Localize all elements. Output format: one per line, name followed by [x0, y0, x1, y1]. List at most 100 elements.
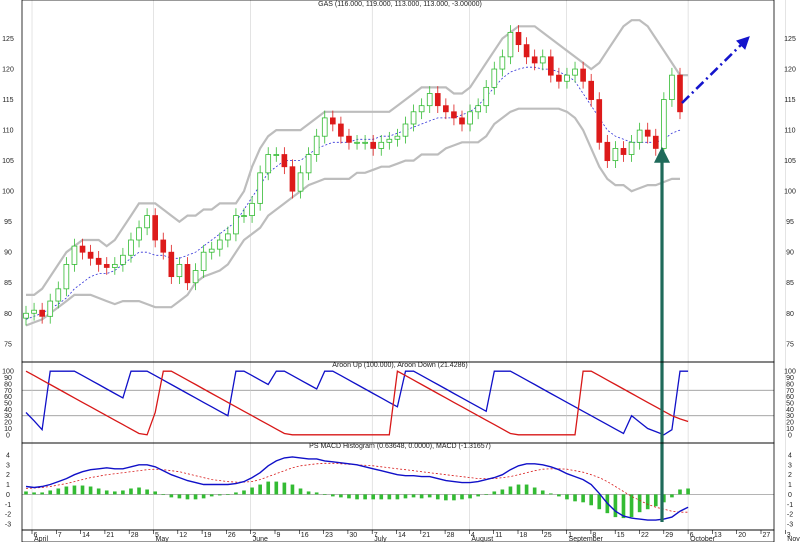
- candle-body: [305, 154, 312, 174]
- macd-histogram-bar: [266, 481, 271, 495]
- candle-body: [491, 68, 498, 88]
- macd-tick-left: 2: [6, 472, 10, 479]
- candle-body: [677, 74, 683, 113]
- macd-histogram-bar: [153, 491, 158, 495]
- day-label: 18: [520, 532, 528, 539]
- price-tick-left: 115: [2, 97, 13, 104]
- macd-histogram-bar: [298, 488, 303, 495]
- macd-tick-right: 2: [788, 472, 792, 479]
- macd-tick-left: 3: [6, 462, 10, 469]
- month-label: April: [34, 536, 48, 542]
- day-label: 14: [398, 532, 406, 539]
- aroon-tick-left: 40: [4, 407, 12, 414]
- candle-body: [160, 239, 167, 253]
- day-label: 27: [763, 532, 771, 539]
- macd-histogram-bar: [629, 494, 634, 518]
- macd-histogram-bar: [96, 488, 101, 495]
- aroon-tick-right: 80: [786, 381, 794, 388]
- candle-body: [572, 68, 578, 76]
- macd-histogram-bar: [274, 481, 279, 495]
- aroon-tick-left: 60: [4, 394, 12, 401]
- month-label: October: [690, 536, 716, 542]
- macd-histogram-bar: [419, 494, 424, 499]
- day-label: 1: [568, 532, 572, 539]
- candle-body: [459, 117, 465, 125]
- macd-histogram-bar: [476, 494, 480, 497]
- candle-body: [483, 86, 490, 107]
- candle-body: [644, 129, 651, 137]
- aroon-tick-right: 10: [786, 426, 794, 433]
- bollinger-lower-band: [25, 107, 680, 327]
- macd-histogram-bar: [516, 484, 521, 495]
- macd-tick-left: -1: [5, 502, 11, 509]
- macd-histogram-bar: [548, 493, 553, 495]
- price-tick-right: 120: [784, 67, 796, 74]
- day-label: 26: [228, 532, 236, 539]
- aroon-tick-left: 90: [4, 375, 12, 382]
- macd-histogram-bar: [64, 486, 69, 495]
- day-label: 13: [714, 532, 722, 539]
- macd-histogram-bar: [540, 490, 545, 495]
- macd-histogram-bar: [161, 494, 166, 496]
- candle-body: [152, 215, 159, 241]
- aroon-tick-right: 50: [786, 401, 794, 408]
- macd-histogram-bar: [250, 487, 254, 495]
- macd-panel-title: PS MACD Histogram (0.63648, 0.0000), MAC…: [309, 443, 491, 450]
- aroon-panel: [25, 370, 689, 436]
- macd-histogram-bar: [193, 494, 198, 500]
- macd-histogram-bar: [48, 490, 53, 495]
- candle-body: [661, 99, 667, 149]
- macd-tick-right: 0: [788, 492, 792, 499]
- day-label: 3: [787, 532, 791, 539]
- macd-histogram-bar: [355, 494, 359, 500]
- price-tick-right: 105: [784, 158, 796, 165]
- candle-body: [39, 309, 45, 317]
- candle-body: [531, 56, 538, 64]
- day-label: 5: [155, 532, 159, 539]
- candle-body: [499, 56, 506, 70]
- candle-body: [168, 251, 175, 278]
- macd-histogram-bar: [177, 494, 182, 499]
- macd-histogram-bar: [379, 494, 384, 500]
- macd-tick-right: -3: [787, 522, 793, 529]
- macd-histogram-bar: [468, 494, 472, 499]
- day-label: 20: [738, 532, 746, 539]
- candle-body: [79, 245, 86, 253]
- price-tick-right: 90: [786, 250, 794, 257]
- macd-histogram-bar: [104, 490, 109, 495]
- candle-body: [200, 251, 207, 271]
- day-label: 14: [82, 532, 90, 539]
- candle-body: [354, 141, 360, 144]
- candle-body: [620, 148, 627, 155]
- macd-tick-left: 4: [6, 452, 10, 459]
- macd-tick-right: 1: [788, 482, 792, 489]
- candle-body: [241, 215, 247, 217]
- candle-body: [362, 141, 368, 144]
- aroon-tick-left: 50: [4, 401, 12, 408]
- macd-histogram-bar: [492, 491, 497, 495]
- candle-body: [47, 300, 54, 317]
- candle-body: [55, 288, 62, 302]
- day-label: 28: [131, 532, 139, 539]
- day-label: 12: [179, 532, 187, 539]
- macd-histogram-bar: [524, 484, 529, 495]
- day-label: 23: [325, 532, 333, 539]
- macd-histogram-bar: [363, 494, 367, 500]
- macd-histogram-bar: [121, 490, 125, 495]
- candle-body: [297, 172, 304, 192]
- candle-body: [111, 264, 118, 268]
- candle-body: [233, 215, 239, 235]
- candle-body: [402, 123, 409, 137]
- candle-body: [176, 264, 183, 278]
- macd-histogram-bar: [282, 482, 287, 495]
- macd-histogram-bar: [444, 494, 448, 501]
- macd-histogram-bar: [427, 494, 432, 498]
- candle-body: [313, 135, 320, 155]
- macd-histogram-bar: [314, 492, 319, 495]
- macd-histogram-bar: [371, 494, 376, 500]
- aroon-down-line: [25, 370, 689, 436]
- price-tick-left: 120: [2, 67, 14, 74]
- macd-histogram-bar: [565, 494, 569, 500]
- candle-body: [249, 202, 255, 216]
- candle-body: [128, 239, 134, 256]
